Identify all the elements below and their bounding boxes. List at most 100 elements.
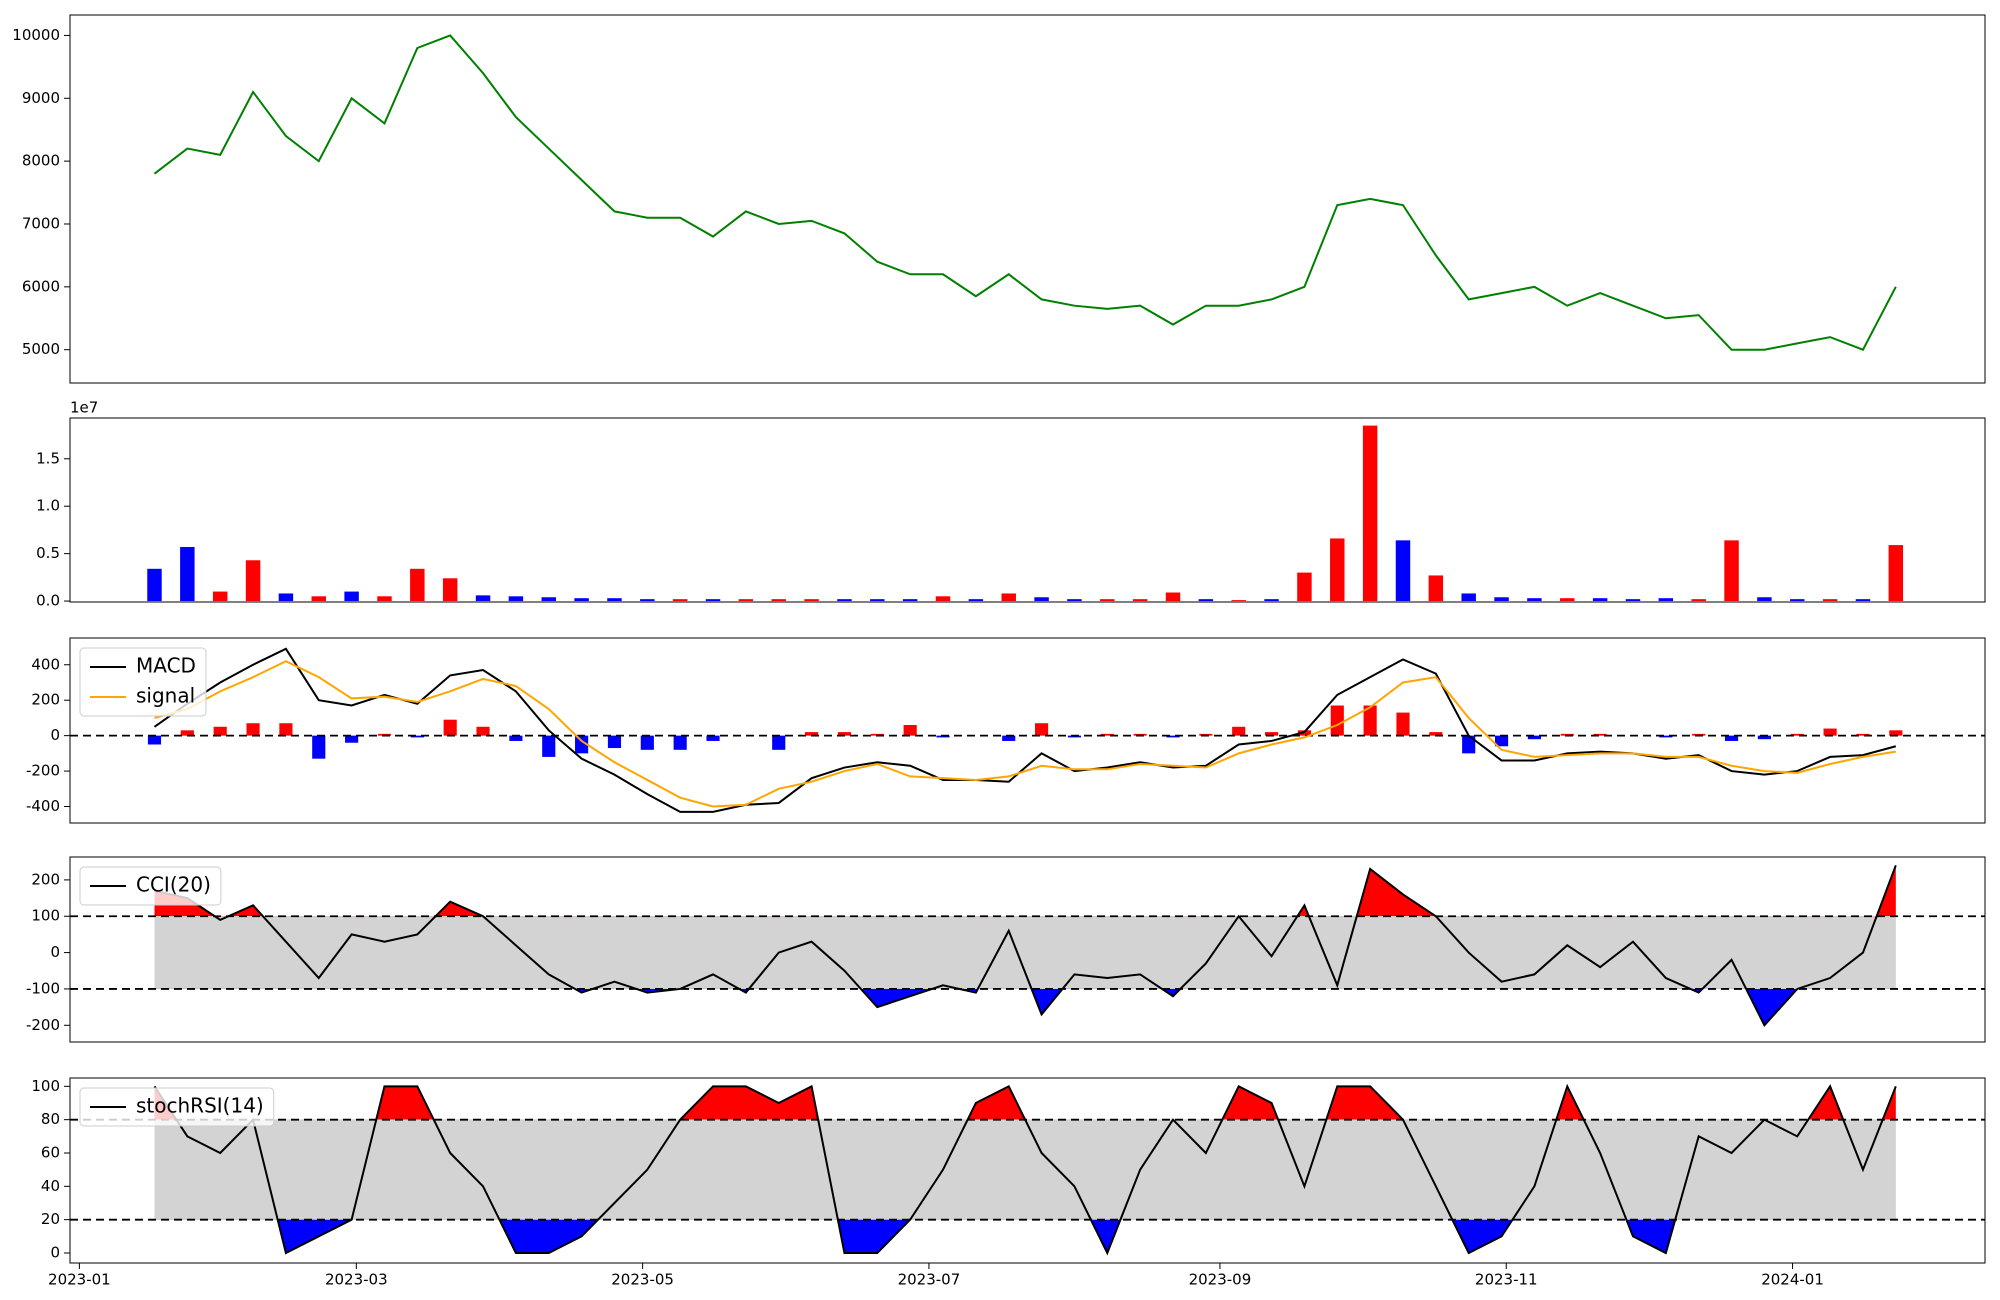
panel: -400 -200 0 200 400 MACD signal [26, 637, 1986, 824]
panel-frame [69, 14, 1986, 384]
y-tick-label: 1.0 [36, 497, 60, 515]
y-tick-label: 7000 [22, 214, 60, 232]
volume-bar [344, 591, 359, 602]
volume-bar [1888, 545, 1904, 602]
volume-bar [607, 598, 622, 602]
volume-bar [1231, 600, 1246, 602]
neutral-band [154, 916, 1896, 989]
histogram-bar [903, 725, 917, 736]
volume-bar [1297, 572, 1312, 602]
y-tick-label: 6000 [22, 277, 60, 295]
volume-bar [410, 568, 425, 602]
volume-bar [1461, 593, 1476, 602]
plot-area [70, 865, 1985, 1028]
volume-bar [935, 596, 951, 602]
histogram-bar [1659, 735, 1673, 738]
volume-bar [1625, 599, 1641, 602]
volume-bar [278, 593, 294, 602]
y-tick-label: 60 [41, 1144, 60, 1162]
histogram-bar [673, 735, 687, 750]
volume-bar [1165, 592, 1181, 602]
volume-bar [508, 596, 524, 602]
oversold-fill [575, 988, 1798, 1026]
panel-frame [69, 1077, 1986, 1264]
series-line [153, 647, 1897, 813]
volume-bar [1067, 599, 1082, 602]
histogram-bar [1593, 733, 1607, 736]
y-tick-label: 200 [31, 691, 60, 709]
volume-bar [1395, 540, 1411, 602]
y-tick-label: 0 [50, 943, 60, 961]
panel: 5000 6000 7000 8000 9000 10000 [12, 14, 1986, 384]
volume-bar [968, 599, 984, 602]
legend: CCI(20) [79, 866, 222, 906]
histogram-bar [213, 726, 227, 736]
volume-bar [475, 595, 491, 602]
histogram-bar [575, 735, 589, 754]
neutral-band [154, 1119, 1896, 1220]
histogram-bar [443, 719, 457, 736]
y-tick-label: 100 [31, 907, 60, 925]
volume-bar [1034, 597, 1049, 602]
volume-bar [1330, 538, 1345, 602]
volume-bar [180, 546, 195, 602]
volume-bar [147, 568, 162, 602]
volume-bar [1132, 599, 1148, 602]
panel-frame [69, 856, 1986, 1043]
x-tick-label: 2023-11 [1475, 1271, 1538, 1289]
histogram-bar [1724, 735, 1739, 741]
legend: MACD signal [79, 647, 207, 717]
histogram-bar [147, 735, 162, 745]
y-tick-label: 40 [41, 1177, 60, 1195]
histogram-bar [410, 735, 424, 738]
histogram-bar [1396, 712, 1410, 736]
y-tick-label: -200 [26, 1016, 60, 1034]
histogram-bar [542, 735, 556, 757]
volume-bar [311, 596, 326, 602]
volume-bar [442, 578, 458, 602]
series-line [153, 1083, 1897, 1256]
histogram-bar [1363, 705, 1377, 736]
volume-bar [1757, 597, 1772, 602]
volume-bar [574, 598, 589, 602]
y-tick-label: 20 [41, 1210, 60, 1228]
y-tick-label: 200 [31, 870, 60, 888]
legend-label: MACD [136, 654, 196, 678]
histogram-bar [180, 730, 194, 736]
histogram-bar [805, 732, 819, 736]
plot-area [70, 1083, 1985, 1256]
volume-bar [1001, 593, 1016, 602]
volume-bar [377, 596, 392, 602]
histogram-bar [1002, 735, 1016, 741]
x-tick-label: 2023-03 [325, 1271, 388, 1289]
plot-area [70, 647, 1985, 813]
panel-frame [69, 417, 1986, 603]
volume-bar [902, 599, 918, 602]
histogram-bar [1035, 723, 1049, 736]
volume-bar [1592, 598, 1608, 602]
histogram-bar [1823, 728, 1837, 736]
histogram-bar [1757, 735, 1771, 740]
histogram-bar [1264, 732, 1279, 736]
legend: stochRSI(14) [79, 1087, 275, 1127]
y-tick-label: 100 [31, 1077, 60, 1095]
y-tick-label: -400 [26, 797, 60, 815]
volume-bar [1724, 540, 1739, 602]
plot-area [153, 34, 1897, 351]
histogram-bar [1527, 735, 1541, 740]
volume-bar [212, 591, 228, 602]
volume-bar [245, 560, 261, 602]
series-line [154, 660, 1896, 808]
histogram-bar [1494, 735, 1509, 747]
volume-bar [1494, 597, 1509, 602]
histogram-bar [772, 735, 786, 750]
volume-bar [1198, 599, 1214, 602]
panel: 0 20 40 60 80 100 stochRSI(14) 2023-01 2023-03 20… [31, 1077, 1986, 1289]
panel: -200 -100 0 100 200 CCI(20) [26, 856, 1986, 1043]
volume-bar [1855, 599, 1871, 602]
histogram-bar [1462, 735, 1476, 754]
y-tick-label: 9000 [22, 89, 60, 107]
histogram-bar [1232, 726, 1246, 736]
panel: 0.0 0.5 1.0 1.5 1e7 [36, 399, 1986, 610]
